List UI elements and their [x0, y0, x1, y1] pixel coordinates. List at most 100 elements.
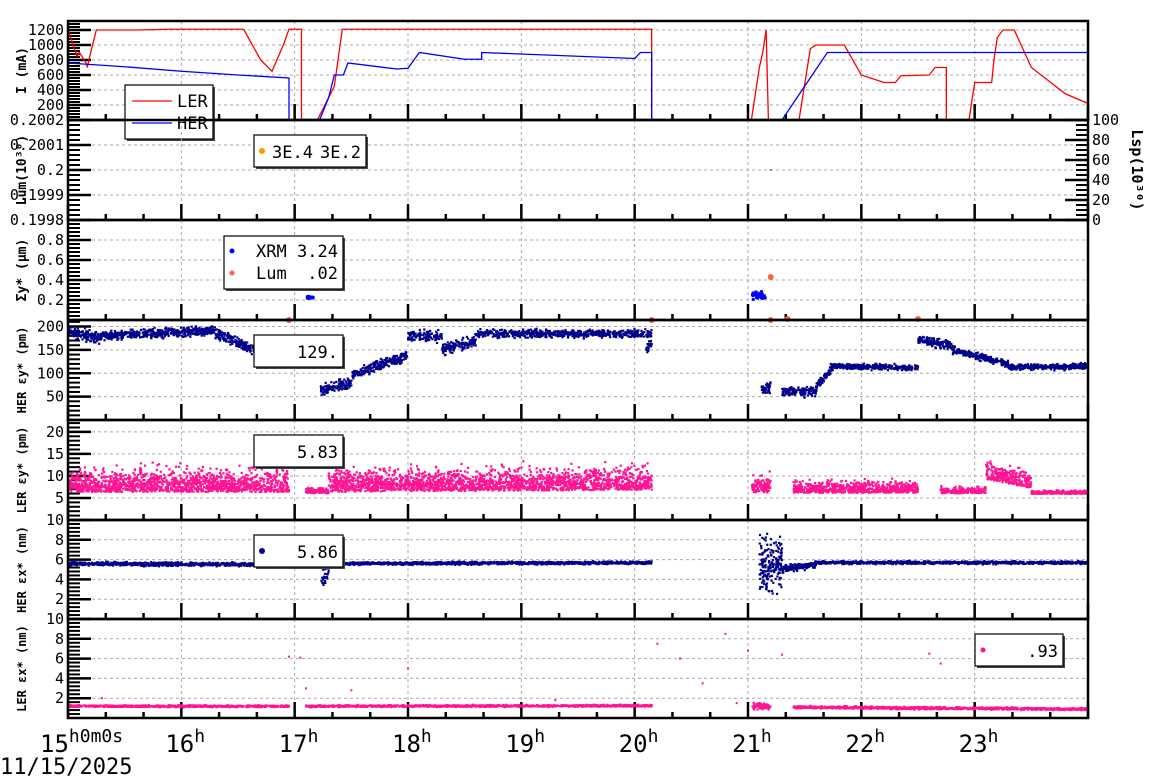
- data-point: [136, 477, 139, 480]
- data-point: [286, 484, 289, 488]
- data-point: [495, 333, 498, 336]
- data-point: [133, 489, 137, 492]
- data-point: [208, 329, 212, 332]
- y-axis-label: Σy* (µm): [15, 239, 30, 302]
- data-point: [788, 390, 791, 393]
- data-point: [882, 364, 885, 367]
- data-point: [170, 327, 173, 330]
- data-point: [453, 347, 456, 351]
- data-point: [922, 336, 926, 339]
- data-point: [396, 360, 400, 363]
- data-point: [163, 335, 166, 338]
- data-point: [200, 488, 203, 491]
- data-point: [259, 486, 262, 489]
- data-point: [418, 333, 421, 336]
- data-point: [503, 333, 506, 336]
- data-point: [345, 382, 348, 385]
- data-point: [764, 387, 767, 390]
- data-point: [196, 333, 199, 336]
- data-point: [863, 362, 866, 365]
- data-point: [431, 338, 434, 341]
- data-point: [281, 481, 284, 484]
- data-point: [76, 329, 79, 333]
- data-point: [647, 344, 650, 347]
- data-point: [276, 468, 279, 471]
- data-point: [377, 362, 380, 365]
- data-point: [534, 335, 537, 338]
- data-point: [151, 329, 154, 332]
- data-point: [572, 333, 575, 337]
- data-point: [815, 385, 818, 388]
- data-point: [425, 337, 428, 340]
- data-point: [968, 352, 972, 355]
- data-point: [187, 326, 190, 329]
- data-point: [952, 347, 955, 350]
- data-point: [156, 485, 160, 488]
- data-point: [791, 387, 795, 390]
- data-point: [951, 344, 954, 348]
- data-point: [155, 486, 158, 489]
- data-point: [222, 332, 225, 335]
- data-point: [611, 331, 614, 334]
- data-point: [394, 358, 398, 361]
- data-point: [211, 330, 214, 333]
- data-point: [350, 384, 353, 387]
- data-point: [993, 360, 996, 363]
- data-point: [767, 387, 771, 390]
- data-point: [1083, 364, 1086, 367]
- data-point: [944, 338, 947, 342]
- data-point: [597, 333, 600, 336]
- data-point: [330, 385, 333, 388]
- data-point: [974, 353, 977, 356]
- data-point: [951, 351, 955, 355]
- data-point: [238, 340, 242, 343]
- data-point: [102, 490, 106, 493]
- data-point: [113, 330, 117, 333]
- data-point: [829, 362, 832, 366]
- data-point: [241, 340, 244, 343]
- data-point: [150, 473, 153, 477]
- data-point: [209, 332, 212, 335]
- data-point: [1035, 366, 1039, 369]
- data-point: [917, 340, 920, 343]
- data-point: [325, 384, 329, 387]
- data-point: [136, 473, 140, 476]
- data-point: [228, 480, 231, 483]
- data-point: [159, 480, 162, 483]
- data-point: [558, 333, 561, 336]
- data-point: [116, 478, 119, 481]
- data-point: [162, 331, 165, 334]
- data-point: [362, 369, 365, 373]
- data-point: [499, 329, 502, 332]
- data-point: [1028, 367, 1032, 370]
- data-point: [946, 342, 949, 345]
- data-point: [222, 472, 225, 475]
- data-point: [955, 352, 958, 355]
- data-point: [283, 478, 286, 482]
- data-point: [109, 336, 112, 339]
- data-point: [167, 334, 170, 338]
- data-point: [180, 487, 183, 490]
- data-point: [320, 388, 323, 391]
- data-point: [531, 332, 535, 335]
- data-point: [995, 360, 998, 364]
- data-point: [191, 329, 194, 332]
- data-point: [218, 471, 222, 475]
- data-point: [378, 363, 382, 366]
- data-point: [928, 337, 931, 340]
- data-point: [898, 365, 901, 368]
- data-point: [564, 331, 567, 334]
- data-point: [645, 348, 648, 351]
- panel-her_ey: [66, 318, 1090, 422]
- data-point: [245, 346, 248, 349]
- data-point: [74, 481, 77, 484]
- data-point: [806, 394, 810, 397]
- data-point: [230, 337, 233, 340]
- legend-value: 3.24: [297, 242, 338, 262]
- data-point: [321, 387, 324, 390]
- data-point: [930, 339, 933, 342]
- data-point: [618, 335, 621, 338]
- data-point: [815, 390, 818, 393]
- data-point: [1020, 364, 1023, 368]
- data-point: [806, 388, 809, 392]
